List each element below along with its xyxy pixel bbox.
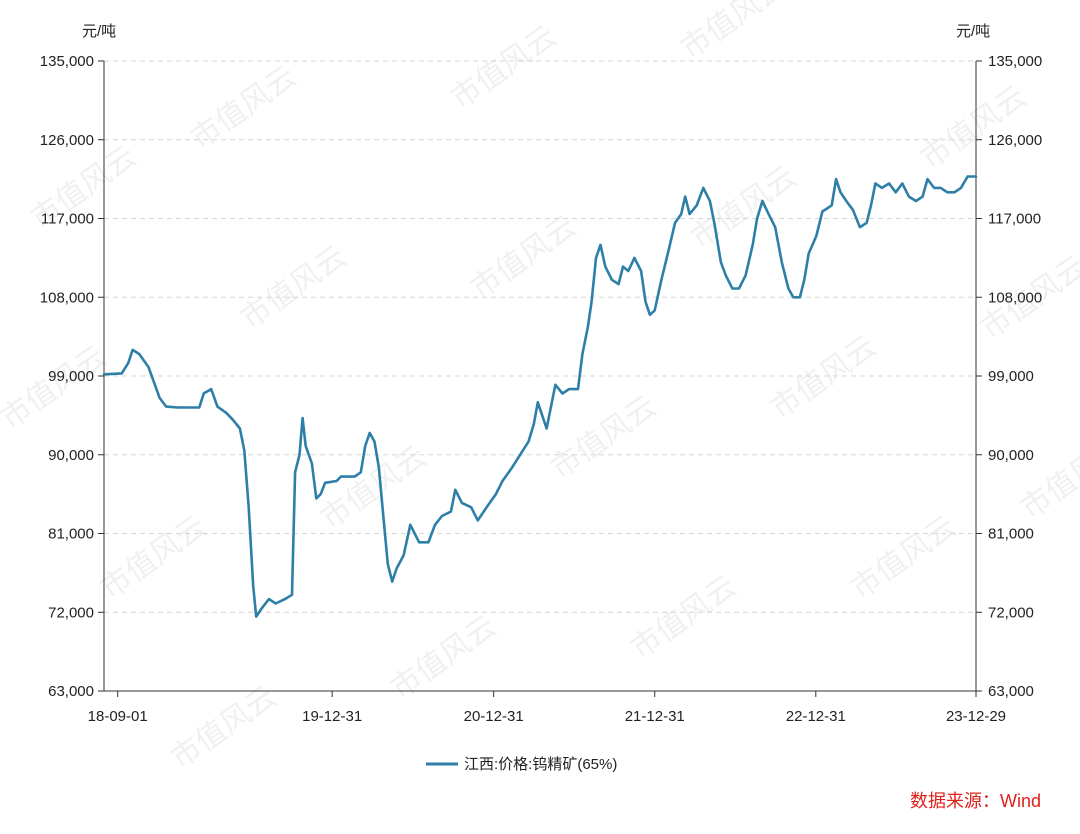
watermark-text: 市值风云 — [675, 0, 792, 66]
y-unit-left: 元/吨 — [82, 23, 116, 40]
axes — [98, 60, 982, 697]
y-tick-label-left: 135,000 — [40, 53, 94, 70]
y-tick-label-right: 72,000 — [988, 604, 1034, 621]
watermark-text: 市值风云 — [185, 60, 302, 156]
y-tick-label-right: 99,000 — [988, 368, 1034, 385]
grid-lines — [104, 60, 976, 613]
watermark-text: 市值风云 — [625, 570, 742, 666]
y-tick-label-right: 126,000 — [988, 132, 1042, 149]
y-tick-label-left: 117,000 — [41, 211, 94, 228]
y-unit-right: 元/吨 — [956, 23, 990, 40]
x-tick-label: 19-12-31 — [302, 708, 362, 725]
watermark-text: 市值风云 — [0, 340, 112, 436]
x-tick-labels: 18-09-01 19-12-31 20-12-31 21-12-31 22-12-31… — [88, 708, 1006, 725]
watermark-text: 市值风云 — [465, 210, 582, 306]
watermark-text: 市值风云 — [545, 390, 662, 486]
y-tick-label-right: 81,000 — [988, 526, 1034, 543]
x-tick-label: 22-12-31 — [786, 708, 846, 725]
x-tick-label: 21-12-31 — [625, 708, 685, 725]
series-line — [102, 175, 978, 618]
y-tick-label-left: 81,000 — [48, 526, 94, 543]
y-tick-label-left: 126,000 — [40, 132, 94, 149]
y-tick-label-right: 117,000 — [988, 211, 1041, 228]
y-tick-label-right: 135,000 — [988, 53, 1042, 70]
watermark-text: 市值风云 — [685, 160, 802, 256]
data-source-label: 数据来源：Wind — [910, 791, 1041, 811]
x-tick-label: 23-12-29 — [946, 708, 1006, 725]
watermark-text: 市值风云 — [445, 20, 562, 116]
y-tick-label-left: 90,000 — [48, 447, 94, 464]
y-tick-label-left: 99,000 — [48, 368, 94, 385]
watermark-text: 市值风云 — [95, 510, 212, 606]
x-tick-label: 20-12-31 — [464, 708, 524, 725]
x-tick-label: 18-09-01 — [88, 708, 148, 725]
watermark-text: 市值风云 — [845, 510, 962, 606]
y-tick-label-left: 72,000 — [48, 604, 94, 621]
y-tick-label-right: 63,000 — [988, 683, 1034, 700]
y-tick-label-left: 63,000 — [48, 683, 94, 700]
watermark-text: 市值风云 — [765, 330, 882, 426]
series-layer — [102, 175, 978, 618]
legend-entry: 江西:价格:钨精矿(65%) — [464, 756, 617, 773]
watermark-text: 市值风云 — [1015, 430, 1080, 526]
watermark-text: 市值风云 — [235, 240, 352, 336]
y-tick-label-right: 108,000 — [988, 289, 1042, 306]
watermark-text: 市值风云 — [165, 680, 282, 776]
y-tick-labels: 63,000 63,000 72,000 72,000 81,000 81,000 90,0… — [40, 53, 1042, 700]
y-tick-label-right: 90,000 — [988, 447, 1034, 464]
legend: 江西:价格:钨精矿(65%) — [426, 756, 617, 773]
y-tick-label-left: 108,000 — [40, 289, 94, 306]
watermark-text: 市值风云 — [915, 80, 1032, 176]
